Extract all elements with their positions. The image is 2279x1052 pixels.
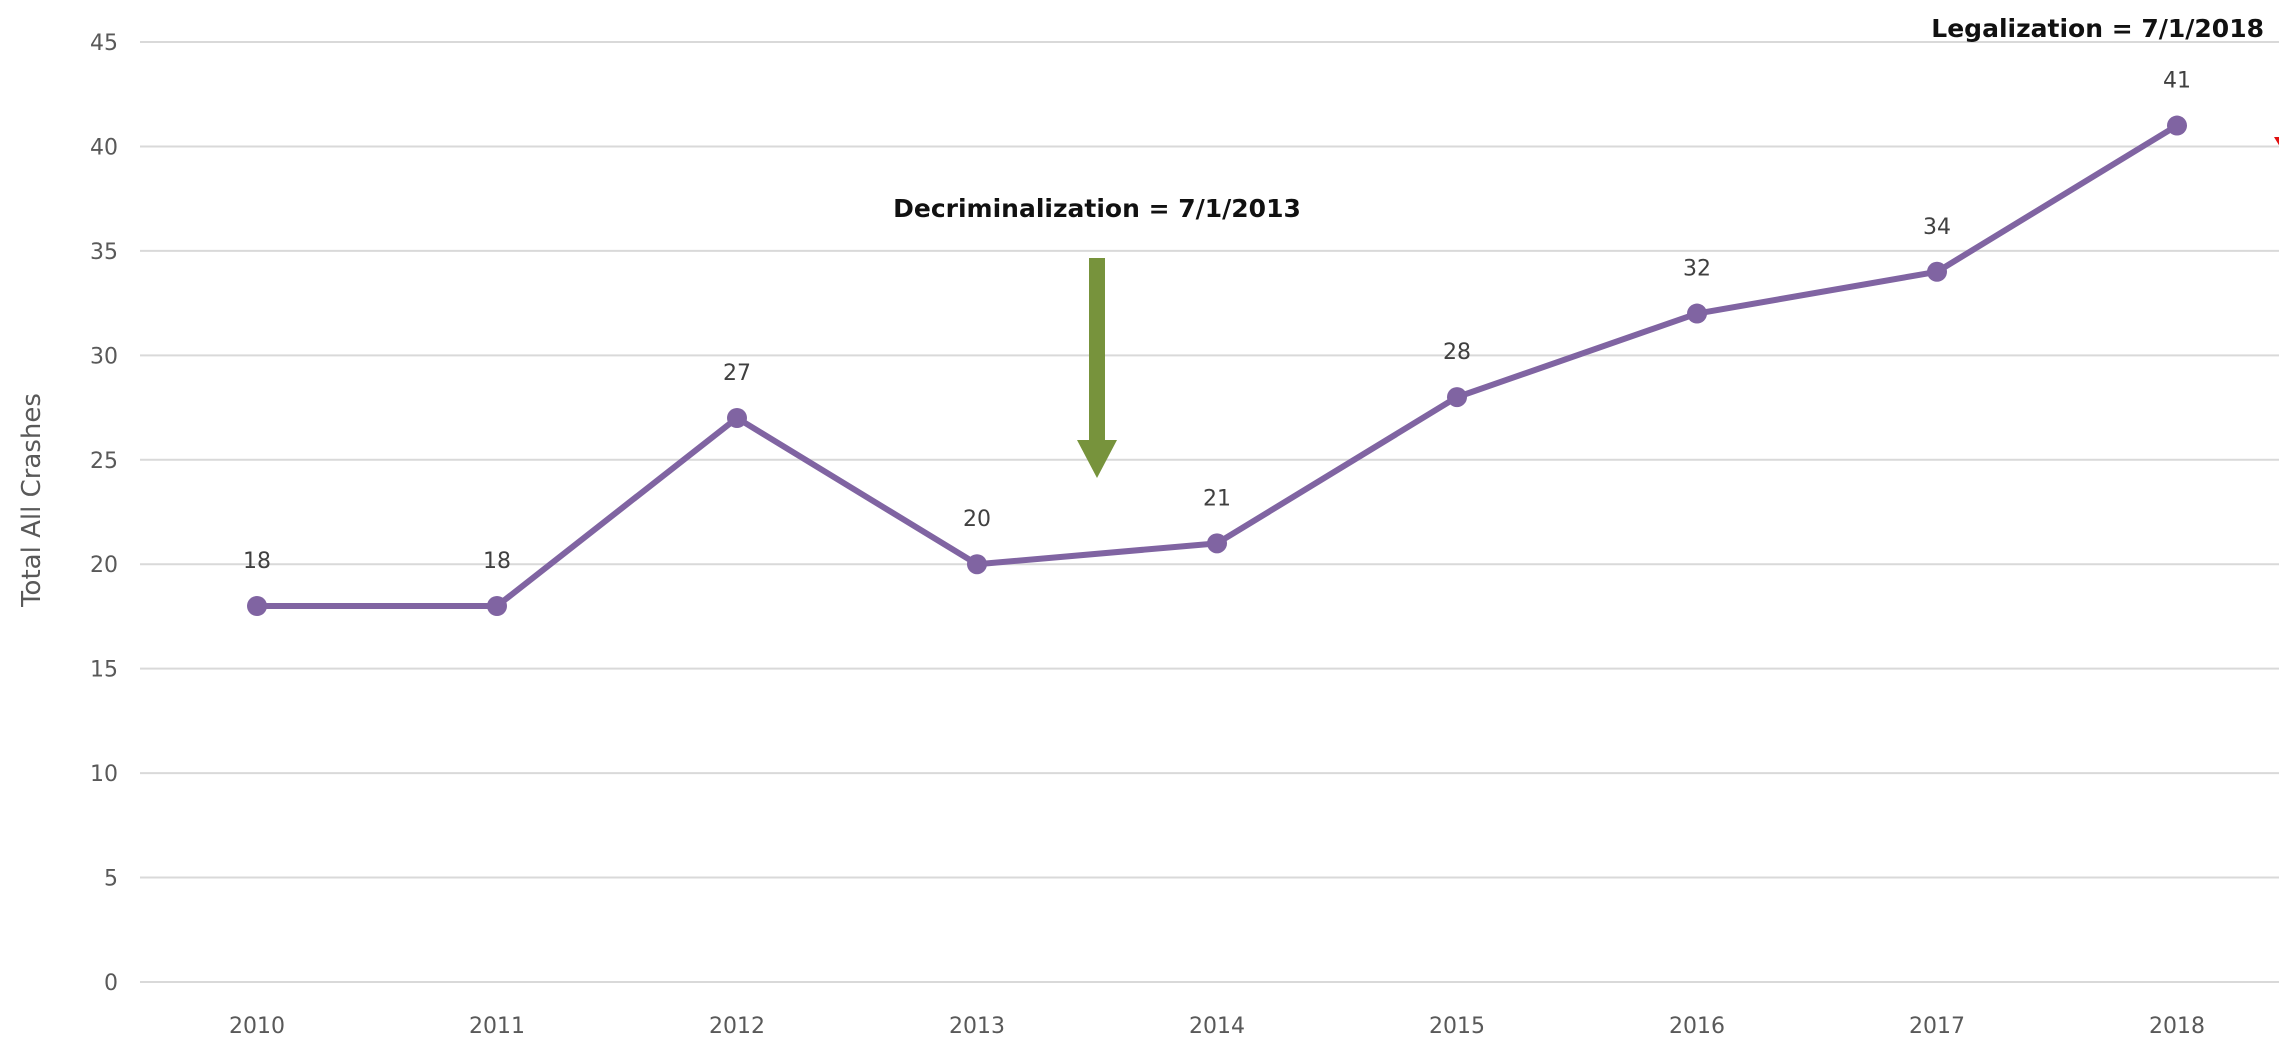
x-tick-label: 2011	[469, 1014, 525, 1039]
y-tick-label: 30	[90, 344, 118, 369]
data-point-2012	[727, 408, 747, 428]
x-tick-label: 2018	[2149, 1014, 2205, 1039]
data-point-2014	[1207, 533, 1227, 554]
y-tick-label: 15	[90, 658, 118, 683]
data-point-2015	[1447, 387, 1467, 408]
data-labels: 18 18 27 20 21 28 32 34 41	[243, 69, 2191, 574]
data-point-2013	[967, 554, 987, 575]
y-tick-label: 45	[90, 31, 118, 56]
data-point-2016	[1687, 303, 1707, 324]
data-label-2012: 27	[723, 361, 751, 386]
x-tick-label: 2015	[1429, 1014, 1485, 1039]
annotation-arrow-0	[1077, 258, 1117, 478]
data-point-2018	[2167, 115, 2187, 136]
y-tick-label: 40	[90, 135, 118, 160]
data-label-2011: 18	[483, 549, 511, 574]
y-tick-label: 25	[90, 449, 118, 474]
y-tick-label: 0	[104, 971, 118, 996]
x-tick-label: 2017	[1909, 1014, 1965, 1039]
y-axis-tick-labels: 0 5 10 15 20 25 30 35 40 45	[90, 31, 118, 996]
y-tick-label: 10	[90, 762, 118, 787]
x-tick-label: 2014	[1189, 1014, 1245, 1039]
data-point-2011	[487, 596, 507, 616]
data-point-2017	[1927, 261, 1947, 282]
y-tick-label: 35	[90, 240, 118, 265]
y-axis-title: Total All Crashes	[17, 393, 47, 608]
data-label-2015: 28	[1443, 340, 1471, 365]
data-label-2010: 18	[243, 549, 271, 574]
series-line-group	[247, 115, 2187, 616]
x-tick-label: 2013	[949, 1014, 1005, 1039]
data-label-2018: 41	[2163, 69, 2191, 94]
data-label-2013: 20	[963, 507, 991, 532]
annotation-arrow-1	[2274, 137, 2279, 146]
annotation-label-0: Decriminalization = 7/1/2013	[893, 194, 1301, 223]
data-point-2010	[247, 596, 267, 616]
y-tick-label: 20	[90, 553, 118, 578]
data-label-2014: 21	[1203, 486, 1231, 511]
gridlines	[140, 41, 2279, 983]
y-tick-label: 5	[104, 867, 118, 892]
annotation-label-1: Legalization = 7/1/2018	[1931, 14, 2264, 43]
x-tick-label: 2012	[709, 1014, 765, 1039]
x-tick-label: 2016	[1669, 1014, 1725, 1039]
data-label-2016: 32	[1683, 257, 1711, 282]
x-tick-label: 2010	[229, 1014, 285, 1039]
x-axis-tick-labels: 2010 2011 2012 2013 2014 2015 2016 2017 2018	[229, 1014, 2205, 1039]
data-label-2017: 34	[1923, 215, 1951, 240]
annotations: Decriminalization = 7/1/2013 Legalization…	[893, 14, 2279, 478]
